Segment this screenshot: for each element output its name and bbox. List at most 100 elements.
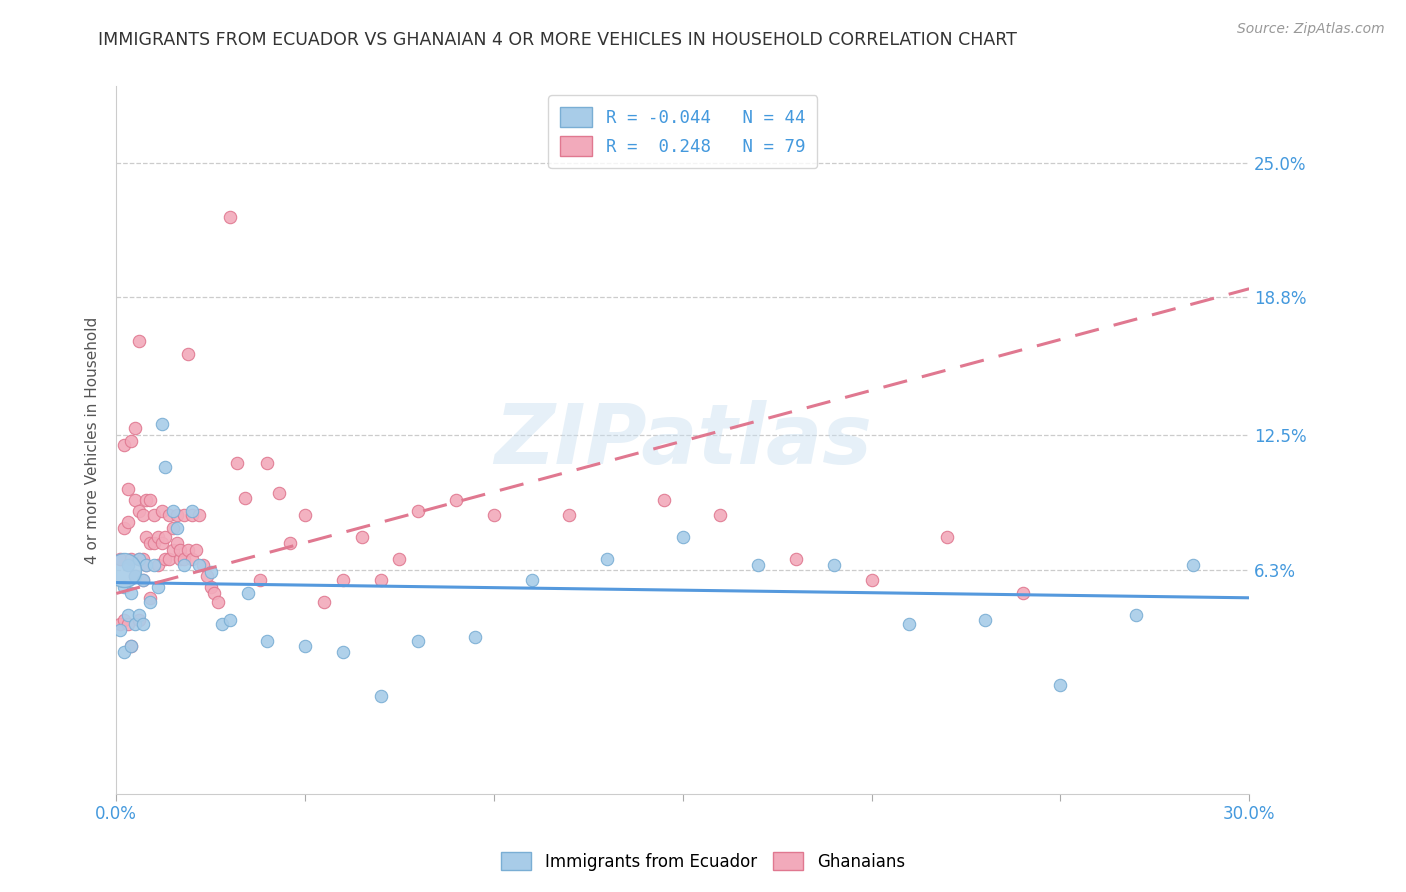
Point xyxy=(120,586,142,600)
Point xyxy=(350,530,373,544)
Point xyxy=(1125,608,1147,623)
Point xyxy=(131,551,153,566)
Point xyxy=(135,492,157,507)
Point xyxy=(294,508,316,522)
Point xyxy=(120,639,142,653)
Point xyxy=(173,558,195,573)
Point xyxy=(211,616,233,631)
Point xyxy=(166,508,188,522)
Point xyxy=(124,569,146,583)
Point xyxy=(747,558,769,573)
Point xyxy=(117,558,139,573)
Point xyxy=(672,530,695,544)
Point xyxy=(166,521,188,535)
Point xyxy=(117,608,139,623)
Point xyxy=(166,536,188,550)
Point xyxy=(188,558,211,573)
Point xyxy=(267,486,290,500)
Point xyxy=(146,580,169,594)
Point xyxy=(124,569,146,583)
Point xyxy=(135,530,157,544)
Point xyxy=(124,616,146,631)
Point xyxy=(139,595,162,609)
Point xyxy=(370,574,392,588)
Point xyxy=(128,608,150,623)
Point xyxy=(936,530,959,544)
Point xyxy=(180,504,202,518)
Point xyxy=(195,569,218,583)
Point xyxy=(278,536,301,550)
Point xyxy=(128,551,150,566)
Point xyxy=(143,536,166,550)
Point xyxy=(200,580,222,594)
Point xyxy=(108,616,131,631)
Point xyxy=(249,574,271,588)
Point xyxy=(558,508,581,522)
Point xyxy=(184,543,207,558)
Point xyxy=(143,558,166,573)
Point xyxy=(124,421,146,435)
Point xyxy=(157,551,180,566)
Point xyxy=(124,492,146,507)
Point xyxy=(112,645,135,659)
Point xyxy=(444,492,467,507)
Text: IMMIGRANTS FROM ECUADOR VS GHANAIAN 4 OR MORE VEHICLES IN HOUSEHOLD CORRELATION : IMMIGRANTS FROM ECUADOR VS GHANAIAN 4 OR… xyxy=(98,31,1018,49)
Point xyxy=(370,689,392,703)
Point xyxy=(117,482,139,496)
Point xyxy=(1181,558,1204,573)
Point xyxy=(1049,678,1071,692)
Point xyxy=(294,639,316,653)
Point xyxy=(408,634,430,648)
Point xyxy=(177,347,200,361)
Point xyxy=(169,551,191,566)
Point xyxy=(135,558,157,573)
Point xyxy=(823,558,845,573)
Point xyxy=(188,508,211,522)
Point xyxy=(256,634,278,648)
Point xyxy=(173,508,195,522)
Point xyxy=(112,580,135,594)
Point xyxy=(155,551,177,566)
Point xyxy=(218,613,240,627)
Point xyxy=(482,508,505,522)
Point xyxy=(226,456,249,470)
Point xyxy=(139,591,162,605)
Point xyxy=(139,536,162,550)
Text: Source: ZipAtlas.com: Source: ZipAtlas.com xyxy=(1237,22,1385,37)
Point xyxy=(204,586,226,600)
Point xyxy=(120,639,142,653)
Point xyxy=(131,508,153,522)
Point xyxy=(464,630,486,644)
Text: ZIPatlas: ZIPatlas xyxy=(494,400,872,481)
Legend: R = -0.044   N = 44, R =  0.248   N = 79: R = -0.044 N = 44, R = 0.248 N = 79 xyxy=(548,95,817,168)
Point xyxy=(332,574,354,588)
Point xyxy=(169,543,191,558)
Point xyxy=(238,586,260,600)
Point xyxy=(128,504,150,518)
Point xyxy=(112,613,135,627)
Point xyxy=(200,565,222,579)
Point xyxy=(131,616,153,631)
Point xyxy=(180,551,202,566)
Point xyxy=(131,574,153,588)
Point xyxy=(207,595,229,609)
Point xyxy=(143,508,166,522)
Point xyxy=(162,521,184,535)
Point xyxy=(112,562,135,576)
Point xyxy=(180,508,202,522)
Point xyxy=(117,616,139,631)
Point xyxy=(408,504,430,518)
Y-axis label: 4 or more Vehicles in Household: 4 or more Vehicles in Household xyxy=(86,317,100,564)
Point xyxy=(233,491,256,505)
Point xyxy=(162,504,184,518)
Point xyxy=(155,460,177,475)
Point xyxy=(150,417,173,431)
Point xyxy=(146,558,169,573)
Point xyxy=(388,551,411,566)
Point xyxy=(973,613,995,627)
Point xyxy=(128,334,150,348)
Point xyxy=(173,551,195,566)
Point xyxy=(112,521,135,535)
Point xyxy=(128,551,150,566)
Point xyxy=(112,438,135,452)
